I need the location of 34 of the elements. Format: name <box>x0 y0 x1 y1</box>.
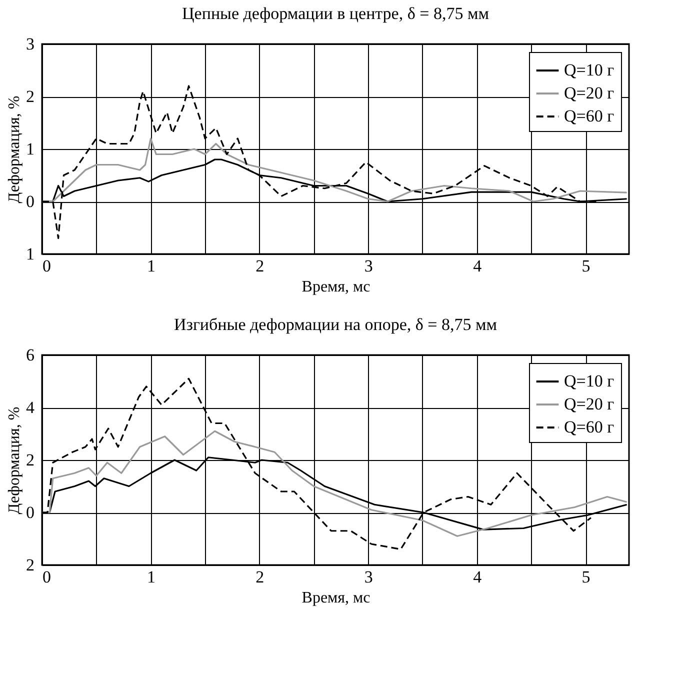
y-tick-label: 1 <box>26 244 34 264</box>
y-tick-label: 4 <box>26 398 35 417</box>
x-tick-label: 5 <box>582 568 590 586</box>
y-axis-title: Деформация, % <box>6 406 23 514</box>
chart-title: Изгибные деформации на опоре, δ = 8,75 мм <box>174 315 498 334</box>
legend-label: Q=60 г <box>564 106 614 126</box>
y-tick-label: 1 <box>26 140 34 158</box>
x-tick-label: 1 <box>146 568 156 586</box>
x-tick-label: 4 <box>473 568 482 586</box>
y-axis-title: Деформация, % <box>6 96 23 204</box>
y-tick-label: 0 <box>26 503 34 522</box>
x-tick-label: 3 <box>364 568 373 586</box>
x-tick-label: 1 <box>146 256 156 276</box>
chart-title: Цепные деформации в центре, δ = 8,75 мм <box>182 4 490 23</box>
legend-label: Q=20 г <box>564 84 614 102</box>
x-tick-label: 2 <box>256 256 264 276</box>
x-axis-title: Время, мс <box>302 278 370 296</box>
y-tick-label: 6 <box>26 346 34 364</box>
legend-label: Q=10 г <box>564 60 614 80</box>
x-axis-title: Время, мс <box>302 590 370 606</box>
x-tick-label: 4 <box>473 256 482 276</box>
legend-label: Q=60 г <box>564 418 614 436</box>
x-tick-label: 0 <box>42 568 51 586</box>
x-tick-label: 2 <box>256 568 264 586</box>
legend-label: Q=20 г <box>564 394 614 414</box>
x-tick-label: 3 <box>364 256 373 276</box>
legend-label: Q=10 г <box>564 372 614 390</box>
x-tick-label: 0 <box>42 256 51 276</box>
x-tick-label: 5 <box>582 256 590 276</box>
y-tick-label: 0 <box>26 192 34 211</box>
y-tick-label: 2 <box>26 87 34 106</box>
y-tick-label: 2 <box>26 450 34 470</box>
y-tick-label: 3 <box>26 34 34 54</box>
y-tick-label: 2 <box>26 556 34 574</box>
